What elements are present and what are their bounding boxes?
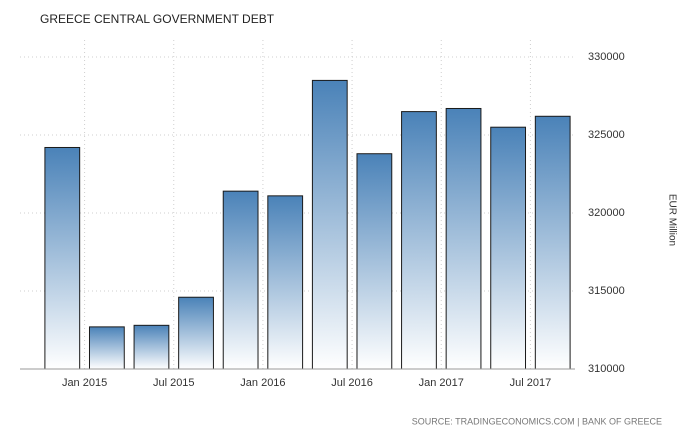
bar <box>44 146 81 370</box>
y-tick-label: 310000 <box>588 363 625 375</box>
y-axis-label: EUR Million <box>666 194 677 246</box>
bar <box>267 195 304 370</box>
bar <box>534 115 571 370</box>
bar <box>88 326 125 370</box>
y-tick-label: 315000 <box>588 285 625 297</box>
x-tick-label: Jan 2017 <box>419 377 464 389</box>
bar <box>222 190 259 370</box>
bar <box>311 79 348 370</box>
x-tick-label: Jul 2015 <box>153 377 195 389</box>
y-tick-label: 320000 <box>588 207 625 219</box>
y-tick-label: 330000 <box>588 51 625 63</box>
x-tick-label: Jan 2016 <box>240 377 285 389</box>
chart-title: GREECE CENTRAL GOVERNMENT DEBT <box>40 12 275 26</box>
x-tick-label: Jul 2017 <box>510 377 552 389</box>
x-tick-label: Jan 2015 <box>62 377 107 389</box>
bar <box>133 324 170 370</box>
y-tick-label: 325000 <box>588 129 625 141</box>
x-tick-label: Jul 2016 <box>331 377 373 389</box>
source: SOURCE: TRADINGECONOMICS.COM | BANK OF G… <box>412 416 662 426</box>
bar <box>401 111 437 370</box>
bar <box>445 107 482 370</box>
bar <box>490 126 527 370</box>
bar <box>356 153 393 370</box>
bar <box>178 296 214 370</box>
